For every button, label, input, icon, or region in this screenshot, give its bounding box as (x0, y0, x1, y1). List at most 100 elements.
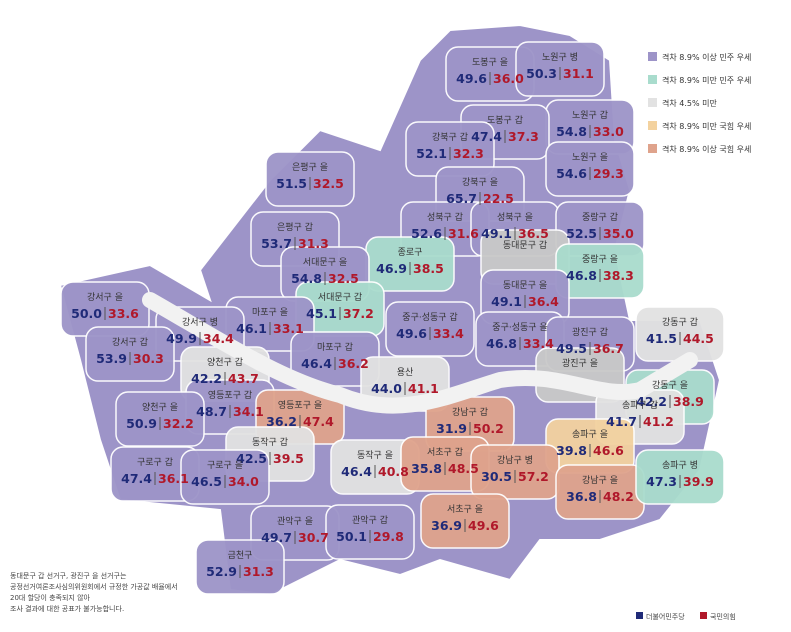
district-name: 은평구 갑 (277, 221, 313, 233)
footnote-line: 20대 할당이 충족되지 않아 (10, 593, 91, 602)
dem-value: 51.5 (276, 176, 307, 191)
ppp-value: 35.0 (603, 226, 634, 241)
district-name: 서초구 을 (447, 504, 483, 515)
dem-value: 46.9 (376, 261, 407, 276)
footnote-line: 공정선거여론조사심의위원회에서 규정한 가공값 배율에서 (10, 582, 178, 591)
dem-value: 49.6 (456, 71, 487, 86)
ppp-value: 22.5 (483, 191, 514, 206)
legend-swatch (648, 75, 657, 84)
district-name: 양천구 을 (142, 402, 178, 413)
dem-value: 31.9 (436, 421, 467, 436)
legend-label: 격차 4.5% 미만 (662, 98, 717, 108)
ppp-value: 37.2 (343, 306, 374, 321)
ppp-value: 39.5 (273, 451, 304, 466)
ppp-value: 34.1 (233, 404, 264, 419)
legend-label: 격차 8.9% 미만 민주 우세 (662, 75, 751, 85)
dem-value: 53.9 (96, 351, 127, 366)
ppp-value: 36.1 (158, 471, 189, 486)
ppp-value: 40.8 (378, 464, 409, 479)
dem-value: 54.6 (556, 166, 587, 181)
district-name: 강동구 을 (652, 380, 688, 391)
ppp-value: 38.5 (413, 261, 444, 276)
legend-label: 격차 8.9% 미만 국힘 우세 (662, 121, 751, 131)
district-name: 강남구 갑 (452, 406, 488, 418)
district-name: 강남구 병 (497, 455, 533, 466)
ppp-value: 29.3 (593, 166, 624, 181)
ppp-value: 46.6 (593, 443, 624, 458)
dem-value: 35.8 (411, 461, 442, 476)
district-name: 용산 (397, 367, 414, 378)
footnote-line: 동대문구 갑 선거구, 광진구 을 선거구는 (10, 571, 127, 580)
district-name: 중구·성동구 을 (492, 322, 547, 333)
dem-value: 45.1 (306, 306, 337, 321)
ppp-value: 30.3 (133, 351, 164, 366)
ppp-value: 33.4 (523, 336, 554, 351)
ppp-value: 38.3 (603, 268, 634, 283)
dem-value: 46.5 (191, 474, 222, 489)
legend-swatch (648, 121, 657, 130)
dem-value: 53.7 (261, 236, 292, 251)
ppp-value: 39.9 (683, 474, 714, 489)
dem-value: 46.1 (236, 321, 267, 336)
dem-value: 49.5 (556, 341, 587, 356)
district-name: 서초구 갑 (427, 446, 463, 458)
dem-value: 50.3 (526, 66, 557, 81)
district-name: 양천구 갑 (207, 356, 243, 368)
dem-value: 52.9 (206, 564, 237, 579)
ppp-value: 36.5 (518, 226, 549, 241)
district-name: 관악구 을 (277, 515, 313, 527)
dem-value: 44.0 (371, 381, 402, 396)
dem-value: 42.5 (236, 451, 267, 466)
district-name: 도봉구 갑 (487, 114, 523, 126)
district-name: 은평구 을 (292, 162, 328, 173)
district-name: 금천구 (228, 550, 253, 561)
dem-value: 48.7 (196, 404, 227, 419)
dem-value: 42.2 (636, 394, 667, 409)
district-name: 강북구 갑 (432, 131, 468, 143)
ppp-value: 43.7 (228, 371, 259, 386)
ppp-value: 38.9 (673, 394, 704, 409)
dem-value: 49.9 (166, 331, 197, 346)
ppp-value: 34.0 (228, 474, 259, 489)
legend-label: 격차 8.9% 이상 국힘 우세 (662, 144, 751, 154)
party-swatch (700, 612, 707, 619)
dem-value: 36.8 (566, 489, 597, 504)
district-name: 노원구 을 (572, 152, 608, 163)
district-name: 구로구 갑 (137, 456, 173, 468)
district-name: 구로구 을 (207, 460, 243, 471)
dem-value: 47.4 (471, 129, 502, 144)
dem-value: 36.9 (431, 518, 462, 533)
ppp-value: 50.2 (473, 421, 504, 436)
ppp-value: 47.4 (303, 414, 334, 429)
dem-value: 50.1 (336, 529, 367, 544)
party-swatch (636, 612, 643, 619)
dem-value: 54.8 (556, 124, 587, 139)
party-label: 더불어민주당 (646, 612, 685, 621)
dem-value: 47.4 (121, 471, 152, 486)
legend-label: 격차 8.9% 이상 민주 우세 (662, 52, 751, 62)
ppp-value: 32.5 (328, 271, 359, 286)
ppp-value: 31.6 (448, 226, 479, 241)
legend-swatch (648, 98, 657, 107)
labels: 도봉구 을 49.6 36.0 노원구 병 50.3 31.1 노원구 갑 54.8 33.0 도… (71, 52, 714, 579)
ppp-value: 33.0 (593, 124, 624, 139)
ppp-value: 57.2 (518, 469, 549, 484)
dem-value: 52.5 (566, 226, 597, 241)
district-name: 서대문구 을 (303, 257, 347, 268)
district-name: 동대문구 갑 (503, 239, 547, 251)
district-name: 광진구 갑 (572, 326, 608, 338)
ppp-value: 31.3 (243, 564, 274, 579)
district-name: 도봉구 을 (472, 57, 508, 68)
dem-value: 54.8 (291, 271, 322, 286)
district-name: 송파구 을 (572, 429, 608, 440)
dem-value: 52.1 (416, 146, 447, 161)
district-name: 강북구 을 (462, 177, 498, 188)
district-name: 강서구 병 (182, 317, 218, 328)
district-name: 영등포구 을 (278, 400, 322, 411)
dem-value: 52.6 (411, 226, 442, 241)
district-name: 중구·성동구 갑 (402, 311, 457, 323)
district-name: 중랑구 을 (582, 253, 618, 265)
ppp-value: 36.2 (338, 356, 369, 371)
